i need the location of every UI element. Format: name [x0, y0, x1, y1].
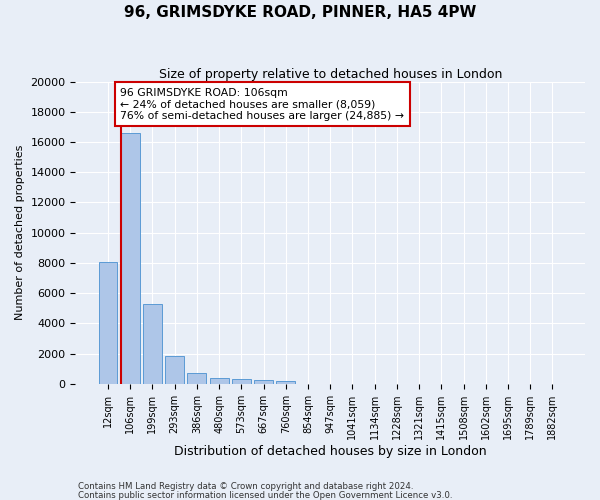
- Text: Contains HM Land Registry data © Crown copyright and database right 2024.: Contains HM Land Registry data © Crown c…: [78, 482, 413, 491]
- Bar: [121, 133, 140, 384]
- Text: 96, GRIMSDYKE ROAD, PINNER, HA5 4PW: 96, GRIMSDYKE ROAD, PINNER, HA5 4PW: [124, 5, 476, 20]
- Title: Size of property relative to detached houses in London: Size of property relative to detached ho…: [158, 68, 502, 80]
- Bar: [277, 381, 295, 384]
- Bar: [187, 373, 206, 384]
- X-axis label: Distribution of detached houses by size in London: Distribution of detached houses by size …: [174, 444, 487, 458]
- Bar: [254, 380, 273, 384]
- Y-axis label: Number of detached properties: Number of detached properties: [15, 145, 25, 320]
- Text: Contains public sector information licensed under the Open Government Licence v3: Contains public sector information licen…: [78, 491, 452, 500]
- Bar: [165, 356, 184, 384]
- Bar: [98, 262, 118, 384]
- Bar: [209, 378, 229, 384]
- Text: 96 GRIMSDYKE ROAD: 106sqm
← 24% of detached houses are smaller (8,059)
76% of se: 96 GRIMSDYKE ROAD: 106sqm ← 24% of detac…: [120, 88, 404, 121]
- Bar: [143, 304, 162, 384]
- Bar: [232, 380, 251, 384]
